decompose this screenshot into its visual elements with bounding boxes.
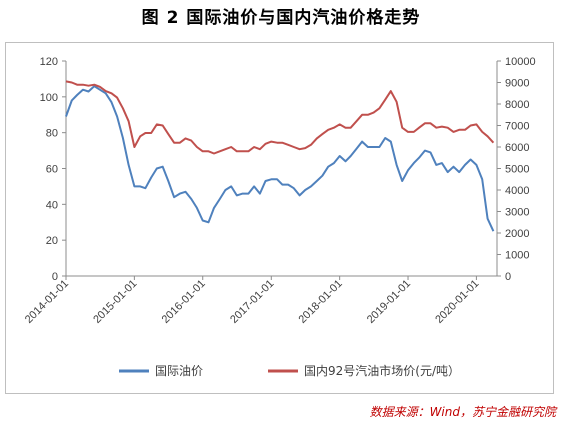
right-y-tick-label: 3000	[505, 207, 529, 219]
right-y-tick-label: 4000	[505, 185, 529, 197]
x-tick-label: 2017-01-01	[228, 278, 276, 326]
line-chart: 0 20 40 60 80 100 120 0 1000 2000 3000 4000 5000 6000…	[23, 56, 536, 378]
right-y-tick-label: 2000	[505, 228, 529, 240]
right-y-tick-label: 5000	[505, 164, 529, 176]
left-y-tick-label: 20	[46, 235, 58, 247]
right-y-tick-label: 8000	[505, 99, 529, 111]
x-tick-label: 2014-01-01	[23, 278, 71, 326]
chart-title: 图 2 国际油价与国内汽油价格走势	[141, 8, 421, 28]
chart-frame: 0 20 40 60 80 100 120 0 1000 2000 3000 4000 5000 6000…	[5, 42, 554, 394]
right-y-tick-label: 7000	[505, 121, 529, 133]
x-tick-label: 2018-01-01	[296, 278, 344, 326]
domestic-gasoline-price-line	[65, 80, 495, 155]
left-y-tick-label: 100	[40, 92, 58, 104]
right-y-tick-label: 10000	[505, 56, 536, 68]
right-y-tick-label: 9000	[505, 78, 529, 90]
right-y-tick-label: 1000	[505, 250, 529, 262]
left-y-tick-label: 80	[46, 128, 58, 140]
x-tick-label: 2020-01-01	[433, 278, 481, 326]
x-tick-label: 2015-01-01	[91, 278, 139, 326]
x-tick-label: 2019-01-01	[365, 278, 413, 326]
data-source-note: 数据来源：Wind，苏宁金融研究院	[369, 405, 556, 419]
international-oil-price-line	[65, 85, 495, 232]
left-y-tick-label: 0	[52, 271, 58, 283]
left-y-tick-label: 40	[46, 199, 58, 211]
x-tick-label: 2016-01-01	[160, 278, 208, 326]
right-y-tick-label: 0	[505, 271, 511, 283]
left-y-tick-label: 60	[46, 164, 58, 176]
right-y-tick-label: 6000	[505, 142, 529, 154]
left-y-tick-label: 120	[40, 56, 58, 68]
legend-domestic-gasoline-label: 国内92号汽油市场价(元/吨）	[304, 363, 460, 378]
legend-international-oil-label: 国际油价	[155, 364, 203, 378]
